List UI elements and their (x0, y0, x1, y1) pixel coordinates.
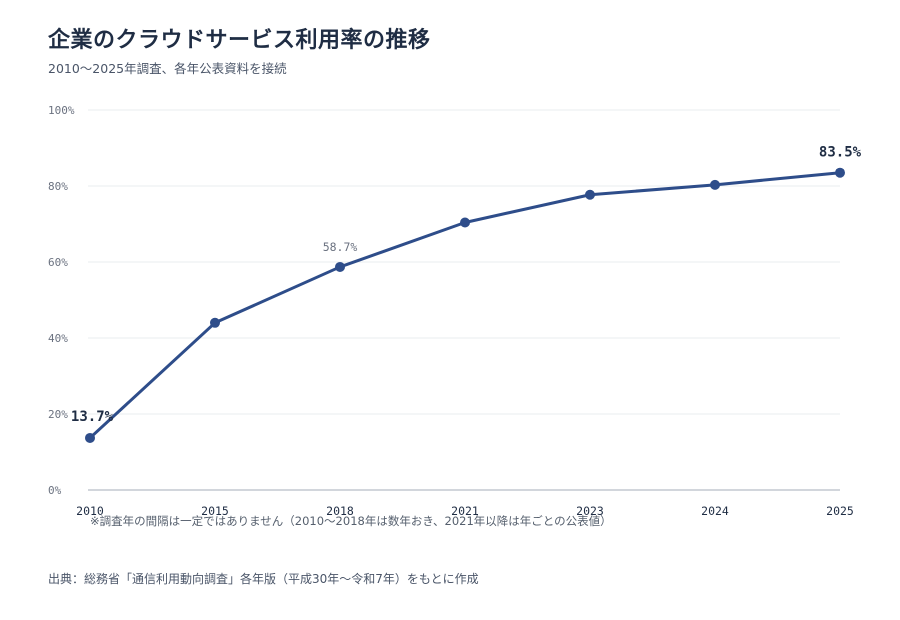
x-axis-ticks: 2010 2015 2018 2021 2023 2024 2025 (76, 504, 854, 518)
series-cloud-usage (85, 167, 845, 443)
y-tick-label: 20% (48, 408, 68, 421)
data-point (210, 317, 220, 328)
y-tick-label: 80% (48, 180, 68, 193)
y-tick-label: 40% (48, 332, 68, 345)
data-point (85, 432, 95, 443)
source-note: 出典：総務省「通信利用動向調査」各年版（平成30年〜令和7年）をもとに作成 (48, 572, 479, 586)
chart-subtitle: 2010〜2025年調査、各年公表資料を接続 (48, 61, 287, 76)
gridlines (88, 109, 840, 491)
y-axis-ticks: 0% 20% 40% 60% 80% 100% (48, 104, 75, 497)
y-tick-label: 60% (48, 256, 68, 269)
footnote: ※調査年の間隔は一定ではありません（2010〜2018年は数年おき、2021年以… (90, 514, 612, 528)
data-label: 58.7% (323, 240, 358, 254)
data-labels: 13.7% 58.7% 83.5% (71, 145, 862, 425)
x-tick-label: 2010 (76, 504, 104, 518)
y-tick-label: 100% (48, 104, 75, 117)
data-label: 83.5% (819, 145, 862, 161)
y-tick-label: 0% (48, 484, 62, 497)
x-tick-label: 2015 (201, 504, 229, 518)
data-point (835, 167, 845, 178)
x-tick-label: 2021 (451, 504, 479, 518)
series-line (88, 171, 842, 440)
x-tick-label: 2025 (826, 504, 854, 518)
data-label: 13.7% (71, 409, 114, 425)
chart-title: 企業のクラウドサービス利用率の推移 (48, 28, 431, 53)
x-tick-label: 2018 (326, 504, 354, 518)
data-point (460, 217, 470, 228)
data-point (710, 179, 720, 190)
data-point (335, 261, 345, 272)
x-tick-label: 2023 (576, 504, 604, 518)
x-tick-label: 2024 (701, 504, 729, 518)
data-point (585, 189, 595, 200)
